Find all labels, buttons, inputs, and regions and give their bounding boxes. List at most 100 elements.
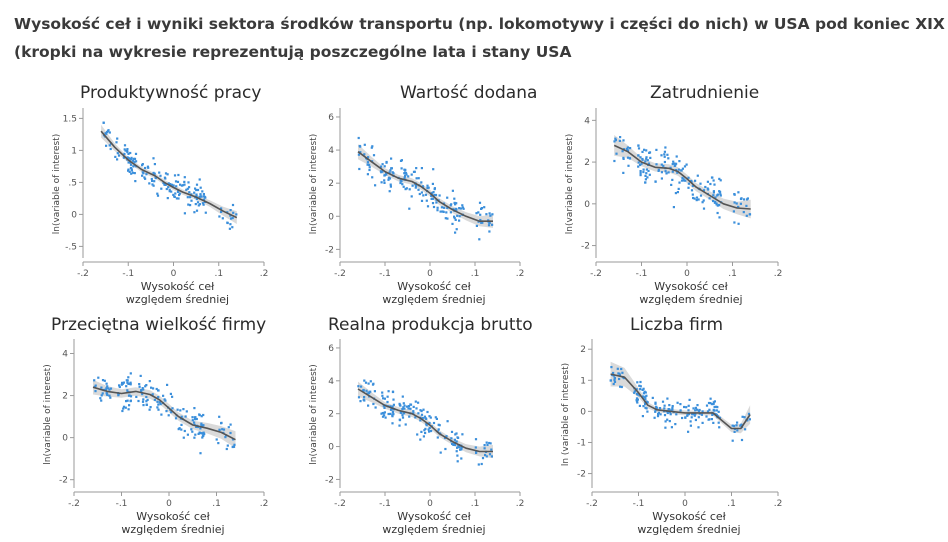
data-point (664, 426, 667, 429)
data-point (106, 393, 109, 396)
data-point (383, 397, 386, 400)
data-point (415, 167, 418, 170)
data-point (116, 158, 119, 161)
data-point (680, 179, 684, 182)
data-point (451, 222, 454, 225)
data-point (130, 169, 133, 172)
data-point (715, 203, 718, 206)
data-point (667, 171, 670, 174)
data-point (718, 216, 721, 219)
data-point (712, 190, 715, 193)
data-point (140, 390, 143, 393)
data-point (374, 406, 377, 409)
data-point (613, 376, 616, 379)
x-tick-label: -.2 (77, 269, 89, 279)
data-point (404, 423, 407, 426)
data-point (686, 413, 689, 416)
data-point (646, 176, 649, 179)
data-point (613, 159, 616, 163)
data-point (420, 413, 424, 416)
data-point (677, 168, 681, 171)
data-point (374, 184, 377, 187)
data-point (748, 213, 752, 216)
data-point (364, 381, 368, 384)
data-point (609, 379, 612, 382)
data-point (94, 384, 97, 387)
data-point (391, 390, 395, 393)
data-point (198, 178, 201, 181)
data-point (663, 407, 666, 410)
data-point (456, 460, 459, 463)
data-point (405, 187, 408, 190)
data-point (412, 412, 415, 415)
data-point (399, 181, 402, 185)
data-point (444, 447, 447, 451)
data-point (719, 194, 722, 197)
data-point (446, 420, 449, 423)
data-point (718, 426, 721, 429)
data-point (451, 189, 454, 192)
data-point (381, 412, 384, 415)
data-point (171, 395, 174, 398)
data-point (454, 218, 457, 221)
data-point (400, 180, 403, 183)
data-point (697, 426, 700, 429)
data-point (643, 148, 646, 151)
data-point (663, 150, 666, 153)
data-point (152, 387, 155, 390)
data-point (391, 414, 394, 417)
data-point (666, 411, 669, 415)
data-point (229, 209, 232, 212)
data-point (370, 146, 373, 149)
data-point (183, 180, 186, 183)
data-point (693, 414, 696, 417)
data-point (229, 431, 232, 435)
data-point (718, 190, 722, 194)
data-point (715, 413, 718, 416)
data-point (389, 185, 392, 188)
data-point (618, 377, 621, 381)
data-point (102, 121, 105, 124)
data-point (360, 385, 363, 388)
data-point (669, 413, 672, 416)
data-point (633, 391, 636, 394)
data-point (432, 205, 436, 209)
data-point (194, 418, 197, 421)
data-point (705, 404, 709, 407)
data-point (129, 161, 132, 164)
data-point (200, 195, 203, 198)
data-point (191, 416, 194, 419)
data-point (190, 428, 193, 431)
data-point (696, 174, 699, 177)
data-point (461, 433, 464, 436)
data-point (167, 414, 170, 417)
data-point (182, 408, 185, 411)
data-point (710, 418, 713, 421)
data-point (455, 440, 458, 443)
data-point (391, 410, 394, 413)
data-point (644, 403, 647, 406)
data-point (648, 173, 651, 176)
data-point (620, 367, 623, 371)
data-point (126, 399, 129, 402)
data-point (105, 392, 108, 395)
data-point (610, 366, 613, 369)
data-point (458, 215, 461, 218)
data-point (433, 193, 436, 197)
data-point (108, 144, 111, 147)
data-point (695, 199, 698, 202)
data-point (719, 179, 722, 182)
data-point (636, 398, 639, 401)
data-point (671, 408, 674, 411)
data-point (454, 208, 457, 211)
data-point (387, 390, 390, 393)
data-point (488, 441, 491, 445)
data-point (692, 413, 695, 416)
data-point (702, 199, 705, 202)
data-point (430, 429, 433, 433)
data-point (444, 217, 447, 220)
y-axis-label: ln(variable of interest) (565, 134, 575, 234)
x-tick-label: -.2 (590, 269, 602, 279)
data-point (713, 201, 716, 204)
data-point (362, 390, 365, 393)
